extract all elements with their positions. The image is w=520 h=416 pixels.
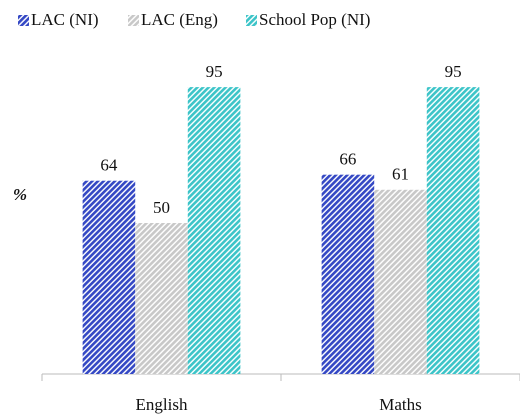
bar xyxy=(374,189,427,374)
legend-label: LAC (NI) xyxy=(31,10,99,29)
legend-label: School Pop (NI) xyxy=(259,10,370,29)
bar xyxy=(82,180,136,374)
data-label: 61 xyxy=(392,165,409,184)
data-label: 50 xyxy=(153,198,170,217)
legend-label: LAC (Eng) xyxy=(141,10,218,29)
bar xyxy=(426,87,480,374)
y-axis-label: % xyxy=(13,185,27,204)
bar xyxy=(187,87,241,374)
x-tick-label: Maths xyxy=(379,395,422,414)
x-tick-label: English xyxy=(136,395,188,414)
data-label: 66 xyxy=(339,150,356,169)
bar xyxy=(321,174,375,374)
data-label: 95 xyxy=(445,62,462,81)
legend-swatch xyxy=(128,15,139,26)
legend-swatch xyxy=(246,15,257,26)
bar xyxy=(135,223,188,374)
data-label: 95 xyxy=(206,62,223,81)
data-label: 64 xyxy=(100,156,118,175)
legend-swatch xyxy=(18,15,29,26)
